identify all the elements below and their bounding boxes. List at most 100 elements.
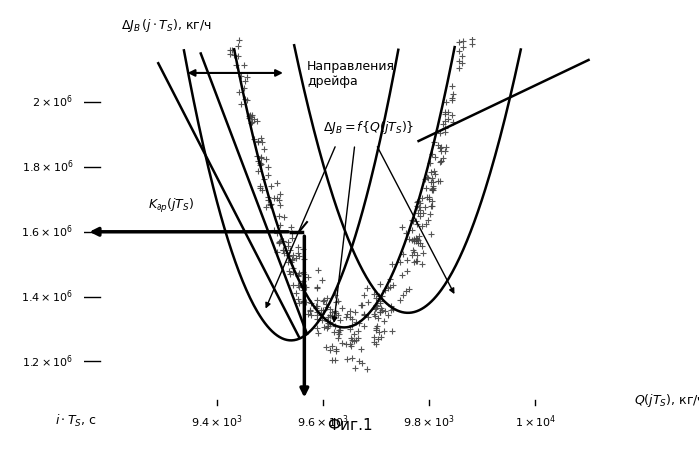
Point xyxy=(287,256,298,263)
Point xyxy=(348,330,359,338)
Point xyxy=(348,338,359,345)
Point xyxy=(419,203,431,211)
Point xyxy=(470,4,481,11)
Point xyxy=(283,258,294,266)
Point xyxy=(457,37,468,45)
Point xyxy=(217,0,229,4)
Point xyxy=(421,173,433,180)
Point xyxy=(344,314,355,321)
Point xyxy=(412,209,424,216)
Point xyxy=(268,226,279,234)
Point xyxy=(340,313,352,320)
Point xyxy=(305,311,317,318)
Point xyxy=(424,210,435,218)
Point xyxy=(466,0,477,6)
Point xyxy=(408,217,419,225)
Point xyxy=(324,311,336,319)
Point xyxy=(415,207,426,214)
Point xyxy=(253,158,264,165)
Point xyxy=(410,217,421,225)
Text: $9.6\times10^3$: $9.6\times10^3$ xyxy=(297,413,349,430)
Point xyxy=(326,343,338,350)
Point xyxy=(407,216,418,224)
Point xyxy=(297,297,308,305)
Point xyxy=(320,301,331,308)
Point xyxy=(388,281,399,289)
Point xyxy=(226,11,237,19)
Point xyxy=(252,137,264,145)
Point xyxy=(447,96,458,104)
Point xyxy=(224,15,235,22)
Point xyxy=(349,308,360,315)
Point xyxy=(345,342,356,350)
Point xyxy=(287,229,298,237)
Point xyxy=(225,25,236,33)
Point xyxy=(229,12,240,20)
Point xyxy=(346,354,357,362)
Point xyxy=(258,176,269,183)
Point xyxy=(423,174,434,181)
Point xyxy=(408,247,419,254)
Point xyxy=(287,268,298,276)
Point xyxy=(241,74,252,81)
Point xyxy=(222,1,233,9)
Point xyxy=(370,326,382,334)
Point xyxy=(274,190,285,198)
Point xyxy=(345,335,356,342)
Point xyxy=(380,308,391,315)
Point xyxy=(409,258,420,266)
Point xyxy=(427,178,438,185)
Point xyxy=(465,0,476,4)
Point xyxy=(238,84,250,92)
Text: $Q(jT_S)$, кг/ч: $Q(jT_S)$, кг/ч xyxy=(634,392,699,409)
Point xyxy=(446,112,457,119)
Point xyxy=(440,98,452,106)
Point xyxy=(369,312,380,319)
Point xyxy=(225,21,236,28)
Text: $1.6\times10^6$: $1.6\times10^6$ xyxy=(21,224,73,240)
Point xyxy=(296,280,308,287)
Point xyxy=(426,230,437,238)
Point xyxy=(287,251,298,258)
Point xyxy=(397,224,408,231)
Point xyxy=(368,333,380,341)
Point xyxy=(290,290,301,297)
Point xyxy=(334,316,345,324)
Point xyxy=(375,308,386,316)
Point xyxy=(274,238,285,246)
Point xyxy=(417,249,428,256)
Point xyxy=(326,356,338,364)
Point xyxy=(435,143,447,151)
Point xyxy=(285,224,296,231)
Point xyxy=(285,247,296,254)
Point xyxy=(354,319,365,327)
Point xyxy=(222,22,233,29)
Point xyxy=(311,324,322,331)
Point xyxy=(407,251,418,258)
Text: $1\times10^4$: $1\times10^4$ xyxy=(514,413,556,430)
Point xyxy=(424,196,435,203)
Point xyxy=(407,226,418,233)
Point xyxy=(293,273,304,280)
Text: $\Delta J_B=f\{Q(jT_S)\}$: $\Delta J_B=f\{Q(jT_S)\}$ xyxy=(323,119,415,136)
Point xyxy=(413,232,424,240)
Point xyxy=(282,251,294,259)
Point xyxy=(330,299,341,306)
Point xyxy=(310,304,322,312)
Point xyxy=(282,243,294,250)
Point xyxy=(244,113,255,120)
Point xyxy=(317,276,328,284)
Text: $\Delta J_B\,(j\cdot T_S)$, кг/ч: $\Delta J_B\,(j\cdot T_S)$, кг/ч xyxy=(121,17,212,34)
Point xyxy=(371,325,382,332)
Point xyxy=(253,138,264,146)
Point xyxy=(359,322,370,330)
Point xyxy=(333,327,345,334)
Point xyxy=(330,322,341,330)
Point xyxy=(274,212,285,220)
Point xyxy=(256,186,267,194)
Point xyxy=(311,285,322,292)
Point xyxy=(217,16,229,24)
Point xyxy=(456,60,468,67)
Point xyxy=(324,311,336,318)
Point xyxy=(358,310,369,317)
